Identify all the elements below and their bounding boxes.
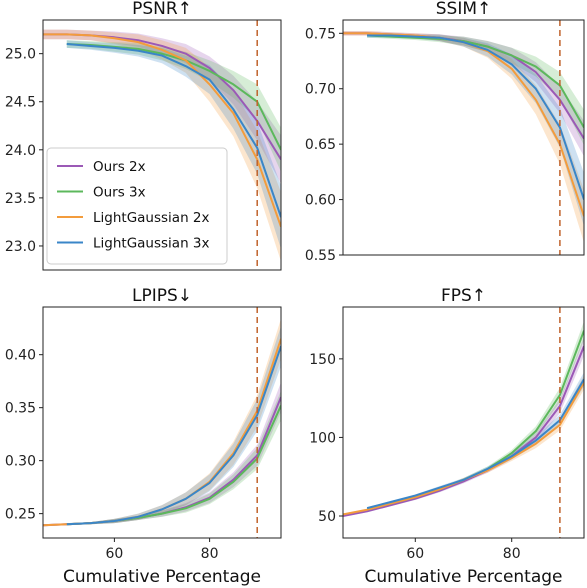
x-axis-label: Cumulative Percentage	[63, 567, 261, 587]
x-tick-label: 80	[201, 546, 219, 562]
x-tick-label: 80	[503, 546, 521, 562]
panel-lpips: 0.40 0.35 0.30 0.25 60 80 LPIPS↓ Cumulative Per…	[5, 286, 282, 587]
axes-frame	[342, 306, 585, 539]
band-ours-2x	[343, 31, 584, 157]
y-tick-label: 100	[309, 430, 336, 446]
series-line-lightgaussian-3x	[66, 43, 281, 218]
legend-label-ours-3x: Ours 3x	[93, 185, 146, 201]
x-tick-label: 60	[105, 546, 123, 562]
y-tick-label: 24.0	[5, 143, 36, 159]
y-tick-label: 0.70	[305, 82, 336, 98]
legend-box	[46, 147, 228, 265]
y-tick-label: 0.60	[305, 193, 336, 209]
axes-frame	[342, 19, 585, 256]
series-line-lightgaussian-2x	[43, 33, 281, 228]
legend: Ours 2x Ours 3x LightGaussian 2x LightGauss…	[46, 147, 228, 265]
axes-frame	[42, 306, 282, 539]
y-tick-label: 0.30	[5, 454, 36, 470]
panel-title: SSIM↑	[436, 0, 492, 19]
panel-title: FPS↑	[441, 286, 486, 306]
plot-area	[343, 31, 584, 243]
band-lightgaussian-3x	[66, 40, 281, 249]
series-line-lightgaussian-3x	[366, 378, 584, 510]
y-tick-label: 0.65	[305, 137, 336, 153]
panel-fps: 150 100 50 60 80 FPS↑ Cumulative Percentage	[309, 286, 585, 587]
y-tick-label: 0.55	[305, 248, 336, 264]
band-ours-3x	[66, 40, 281, 172]
x-axis-label: Cumulative Percentage	[364, 567, 562, 587]
series-line-lightgaussian-3x	[66, 345, 281, 526]
y-tick-label: 23.5	[5, 191, 36, 207]
y-tick-label: 23.0	[5, 239, 36, 255]
y-tick-label: 0.35	[5, 401, 36, 417]
panel-ssim: 0.75 0.70 0.65 0.60 0.55 SSIM↑	[305, 0, 585, 264]
band-lightgaussian-2x	[343, 375, 584, 516]
y-tick-label: 25.0	[5, 47, 36, 63]
band-ours-3x	[367, 321, 584, 511]
band-ours-3x	[367, 33, 584, 146]
y-tick-label: 50	[318, 509, 336, 525]
panel-title: PSNR↑	[132, 0, 192, 19]
panel-psnr: 25.0 24.5 24.0 23.5 23.0 PSNR↑ Ours 2x Ours 3x L…	[5, 0, 282, 271]
y-tick-label: 0.40	[5, 348, 36, 364]
y-tick-label: 150	[309, 352, 336, 368]
plot-area	[43, 29, 281, 262]
plot-area	[343, 321, 584, 517]
panel-title: LPIPS↓	[132, 286, 192, 306]
band-ours-2x	[43, 29, 281, 184]
axes-frame	[42, 19, 282, 271]
y-tick-label: 24.5	[5, 95, 36, 111]
legend-label-lightgaussian-3x: LightGaussian 3x	[93, 236, 210, 252]
plot-area	[43, 318, 281, 527]
band-ours-3x	[66, 390, 281, 526]
band-lightgaussian-3x	[367, 372, 584, 510]
y-tick-label: 0.75	[305, 26, 336, 42]
band-lightgaussian-2x	[43, 29, 281, 262]
band-ours-2x	[43, 382, 281, 527]
series-line-lightgaussian-2x	[343, 381, 584, 516]
series-line-ours-2x	[343, 345, 584, 517]
band-lightgaussian-2x	[343, 31, 584, 243]
series-line-lightgaussian-2x	[43, 338, 281, 527]
legend-label-lightgaussian-2x: LightGaussian 2x	[93, 210, 210, 226]
series-line-ours-3x	[367, 34, 584, 129]
x-tick-label: 60	[406, 546, 424, 562]
legend-label-ours-2x: Ours 2x	[93, 159, 146, 175]
series-line-lightgaussian-3x	[367, 34, 584, 200]
band-lightgaussian-2x	[43, 318, 281, 527]
y-tick-label: 0.25	[5, 507, 36, 523]
